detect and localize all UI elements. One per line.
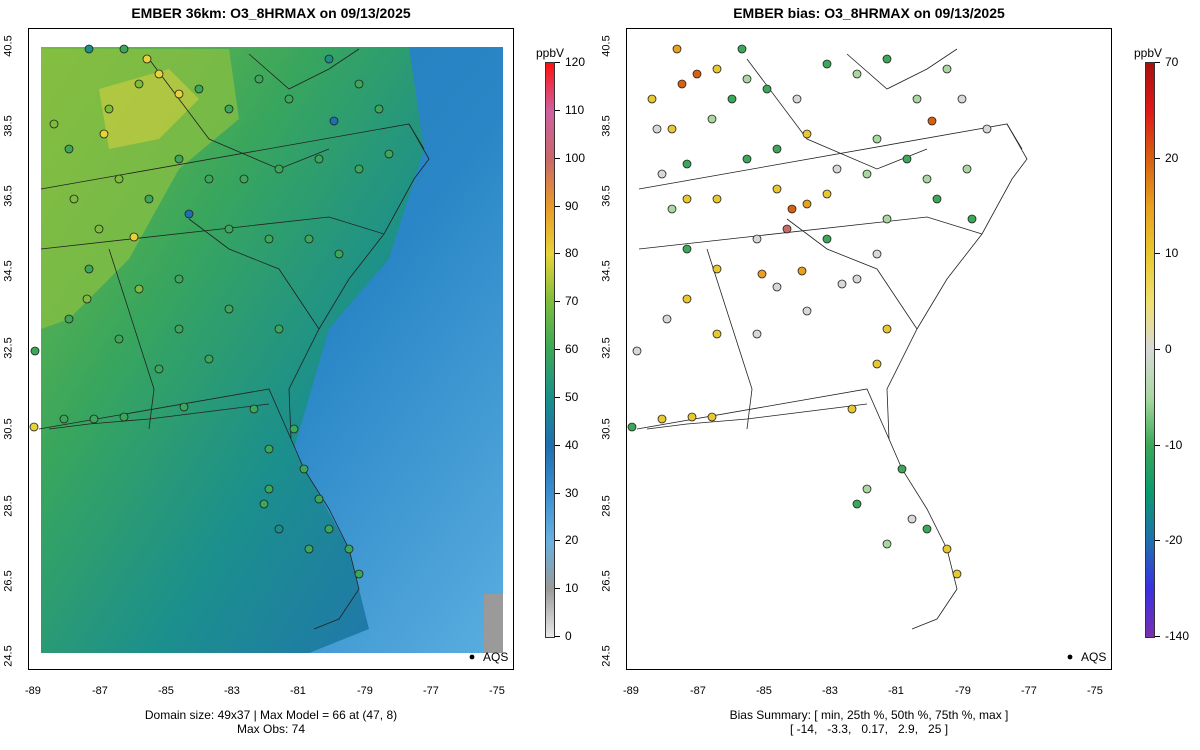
left-colorbar-tick-5: 70 [565, 294, 579, 309]
right-footer-bias-header: Bias Summary: [ min, 25th %, 50th %, 75t… [729, 708, 1009, 722]
left-ytick-7: 26.5 [2, 570, 15, 592]
right-xtick-3: -83 [822, 685, 838, 697]
right-colorbar-tickmark-2 [1155, 253, 1160, 255]
right-colorbar-tick-0: 70 [1165, 55, 1179, 69]
right-aqs-legend-label: AQS [1081, 650, 1107, 664]
state-borders [38, 48, 430, 630]
left-colorbar-tick-0: 120 [565, 55, 586, 69]
right-xtick-0: -89 [623, 685, 639, 697]
right-colorbar-tick-3: 0 [1165, 342, 1172, 356]
left-colorbar-tickmark-0 [555, 62, 560, 63]
right-colorbar-tick-4: -10 [1165, 437, 1183, 452]
left-ytick-0: 40.5 [2, 35, 15, 57]
left-colorbar-tickmark-7 [555, 396, 560, 398]
left-colorbar-tick-10: 20 [565, 533, 579, 548]
right-colorbar-unit: ppbV [1134, 46, 1163, 60]
left-ytick-1: 38.5 [2, 115, 15, 137]
left-ytick-6: 28.5 [2, 495, 15, 517]
right-map-canvas [627, 44, 1073, 660]
left-xtick-3: -83 [224, 685, 240, 697]
model-field-clean-corner [484, 594, 503, 653]
right-footer-bias-values: [ -14, -3.3, 0.17, 2.9, 25 ] [789, 722, 949, 736]
right-ytick-5: 30.5 [600, 418, 613, 440]
left-map-frame [28, 28, 514, 670]
right-aqs-legend-dot [1067, 654, 1073, 660]
left-colorbar-tickmark-8 [555, 444, 560, 446]
left-panel-title: EMBER 36km: O3_8HRMAX on 09/13/2025 [131, 5, 411, 21]
right-colorbar-tickmark-3 [1155, 349, 1160, 350]
left-xtick-5: -79 [357, 685, 373, 697]
observation-sites [29, 44, 394, 579]
left-ytick-3: 34.5 [2, 260, 15, 282]
left-colorbar-tick-7: 50 [565, 389, 579, 404]
right-xtick-5: -79 [955, 685, 971, 697]
right-xtick-1: -87 [690, 685, 706, 697]
right-colorbar-tickmark-4 [1155, 444, 1160, 446]
left-colorbar [545, 62, 555, 638]
right-ytick-3: 34.5 [600, 260, 613, 282]
left-colorbar-unit: ppbV [536, 46, 565, 60]
left-colorbar-tick-12: 0 [565, 629, 572, 643]
left-footer-domain: Domain size: 49x37 | Max Model = 66 at (… [144, 708, 398, 722]
model-field-high-ozone [41, 49, 239, 329]
left-colorbar-tick-8: 40 [565, 437, 579, 452]
right-colorbar [1145, 62, 1155, 638]
left-footer-maxobs: Max Obs: 74 [236, 722, 306, 736]
left-colorbar-tickmark-12 [555, 636, 560, 637]
left-colorbar-tick-9: 30 [565, 485, 579, 500]
right-ytick-6: 28.5 [600, 495, 613, 517]
left-colorbar-tick-6: 60 [565, 342, 579, 356]
left-xtick-1: -87 [92, 685, 108, 697]
right-colorbar-tickmark-5 [1155, 540, 1160, 542]
right-colorbar-tickmark-6 [1155, 636, 1160, 637]
left-aqs-legend-label: AQS [483, 650, 509, 664]
left-ytick-8: 24.5 [2, 645, 15, 667]
left-colorbar-tick-11: 10 [565, 581, 579, 596]
left-map-canvas [29, 44, 503, 660]
left-xtick-7: -75 [489, 685, 505, 697]
left-colorbar-tickmark-2 [555, 157, 560, 159]
right-map-frame [626, 28, 1112, 670]
left-colorbar-tickmark-9 [555, 492, 560, 494]
right-state-borders [636, 48, 1028, 630]
right-colorbar-tick-6: -140 [1165, 629, 1190, 643]
left-xtick-0: -89 [25, 685, 41, 697]
right-ytick-4: 32.5 [600, 337, 613, 359]
right-ytick-7: 26.5 [600, 570, 613, 592]
left-colorbar-tick-1: 110 [565, 102, 585, 117]
left-colorbar-tick-3: 90 [565, 198, 579, 213]
left-colorbar-tickmark-1 [555, 109, 560, 111]
left-colorbar-tickmark-10 [555, 540, 560, 542]
right-colorbar-tickmark-0 [1155, 62, 1160, 63]
right-ytick-8: 24.5 [600, 645, 613, 667]
left-colorbar-tick-2: 100 [565, 150, 586, 165]
right-xtick-4: -81 [888, 685, 904, 697]
right-colorbar-tick-5: -20 [1165, 533, 1183, 548]
left-colorbar-tickmark-4 [555, 253, 560, 255]
right-xtick-6: -77 [1021, 685, 1037, 697]
right-ytick-2: 36.5 [600, 185, 613, 207]
right-colorbar-tick-2: 10 [1165, 246, 1179, 261]
right-ytick-0: 40.5 [600, 35, 613, 57]
left-colorbar-tick-4: 80 [565, 246, 579, 261]
left-ytick-2: 36.5 [2, 185, 15, 207]
left-colorbar-tickmark-6 [555, 349, 560, 350]
right-xtick-7: -75 [1087, 685, 1103, 697]
left-ytick-5: 30.5 [2, 418, 15, 440]
right-bias-sites [627, 44, 992, 579]
left-xtick-2: -85 [158, 685, 174, 697]
left-colorbar-tickmark-11 [555, 588, 560, 590]
right-colorbar-tick-1: 20 [1165, 150, 1179, 165]
left-ytick-4: 32.5 [2, 337, 15, 359]
right-ytick-1: 38.5 [600, 115, 613, 137]
right-colorbar-tickmark-1 [1155, 157, 1160, 159]
left-xtick-4: -81 [290, 685, 306, 697]
aqs-legend-dot [469, 654, 475, 660]
left-xtick-6: -77 [423, 685, 439, 697]
model-field-peak [99, 69, 199, 149]
right-panel-title: EMBER bias: O3_8HRMAX on 09/13/2025 [733, 5, 1005, 21]
right-xtick-2: -85 [756, 685, 772, 697]
left-colorbar-tickmark-3 [555, 205, 560, 207]
left-colorbar-tickmark-5 [555, 301, 560, 303]
